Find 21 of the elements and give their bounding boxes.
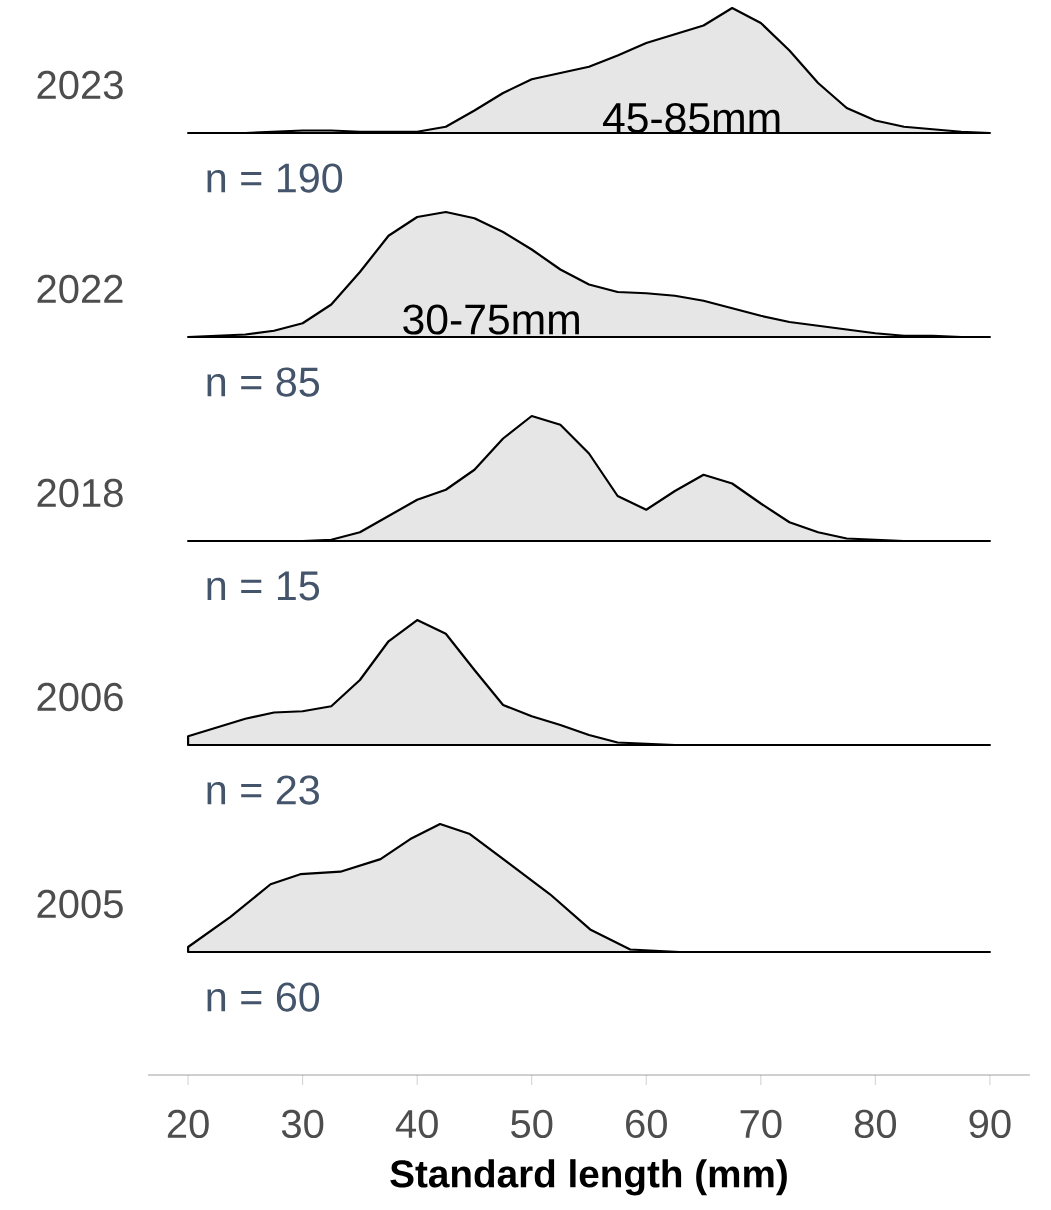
x-tick-label: 60: [626, 1109, 667, 1139]
text: n = 15: [207, 571, 320, 601]
annotation: 45-85mm: [602, 102, 780, 134]
annotation: n = 60: [207, 982, 320, 1012]
text: n = 190: [207, 163, 343, 193]
y-axis-title: 2005: [37, 889, 123, 919]
text: n = 85: [207, 367, 320, 397]
annotation: 30-75mm: [403, 304, 579, 335]
x-axis-title: Standard length (mm): [390, 1159, 787, 1196]
x-tick-label: 40: [395, 1109, 438, 1139]
y-axis-title: 2018: [37, 478, 123, 508]
x-tick-label: 70: [740, 1109, 782, 1139]
text: n = 23: [207, 775, 319, 805]
x-tick-label: 50: [511, 1109, 553, 1139]
x-tick-label: 90: [969, 1109, 1011, 1139]
y-axis-title: 2023: [37, 70, 123, 100]
x-tick-label: 30: [281, 1109, 324, 1139]
x-tick-label: 20: [167, 1109, 209, 1139]
y-axis-title: 2022: [37, 274, 123, 304]
y-axis-title: 2006: [37, 682, 123, 712]
x-tick-label: 80: [854, 1109, 897, 1139]
